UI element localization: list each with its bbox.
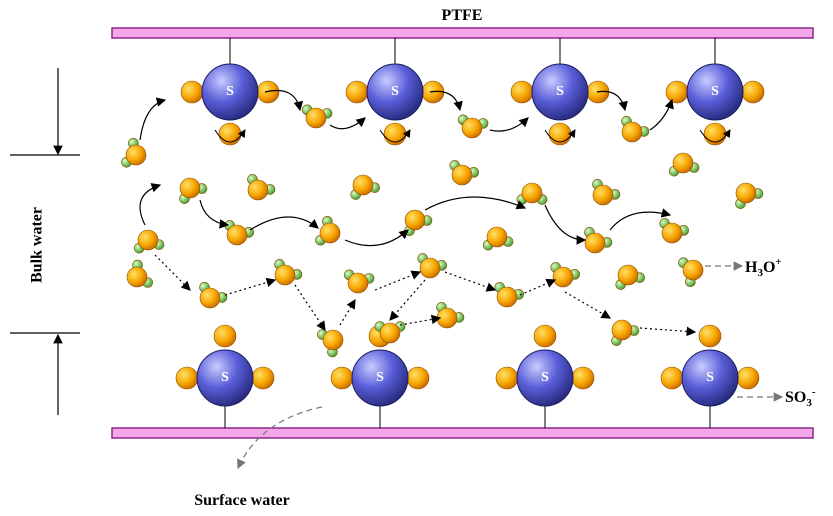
atom [462, 118, 482, 138]
atom [683, 260, 703, 280]
atom [257, 81, 279, 103]
s-label: S [376, 370, 384, 385]
s-label: S [556, 84, 564, 99]
ptfe-bottom [112, 428, 813, 438]
atom [737, 367, 759, 389]
atom [176, 367, 198, 389]
atom [622, 122, 642, 142]
s-label: S [541, 370, 549, 385]
diagram: PTFE Bulk water S S S S S S S S [0, 0, 833, 516]
atom [661, 367, 683, 389]
atom [736, 183, 756, 203]
atom [553, 267, 573, 287]
atom [452, 165, 472, 185]
atom [497, 287, 517, 307]
atom [420, 258, 440, 278]
atom [534, 325, 556, 347]
atom [138, 230, 158, 250]
atom [666, 81, 688, 103]
s-label: S [706, 370, 714, 385]
surface-label: Surface water [194, 492, 290, 509]
atom [593, 185, 613, 205]
s-label: S [391, 84, 399, 99]
atom [572, 367, 594, 389]
atom [331, 367, 353, 389]
atom [306, 108, 326, 128]
atom [252, 367, 274, 389]
atom [699, 325, 721, 347]
atom [180, 178, 200, 198]
atom [200, 288, 220, 308]
atom [248, 180, 268, 200]
ptfe-label: PTFE [442, 7, 483, 24]
atom [487, 227, 507, 247]
atom [522, 183, 542, 203]
atom [405, 210, 425, 230]
atom [320, 223, 340, 243]
atom [618, 265, 638, 285]
atom [214, 325, 236, 347]
atom [126, 145, 146, 165]
atom [348, 273, 368, 293]
so3-label: SO3- [785, 386, 816, 409]
atom [346, 81, 368, 103]
s-label: S [221, 370, 229, 385]
atom [585, 233, 605, 253]
s-label: S [711, 84, 719, 99]
atom [380, 323, 400, 343]
atom [742, 81, 764, 103]
atom [353, 175, 373, 195]
s-label: S [226, 84, 234, 99]
ptfe-top [112, 28, 813, 38]
atom [181, 81, 203, 103]
atom [407, 367, 429, 389]
atom [275, 265, 295, 285]
bulk-label: Bulk water [29, 207, 46, 283]
atom [127, 267, 147, 287]
atom [496, 367, 518, 389]
atom [511, 81, 533, 103]
atom [612, 320, 632, 340]
h3o-label: H3O+ [745, 256, 782, 279]
molecules: S S S S S S S S [121, 38, 764, 428]
atom [227, 225, 247, 245]
atom [673, 153, 693, 173]
atom [662, 223, 682, 243]
atom [323, 330, 343, 350]
